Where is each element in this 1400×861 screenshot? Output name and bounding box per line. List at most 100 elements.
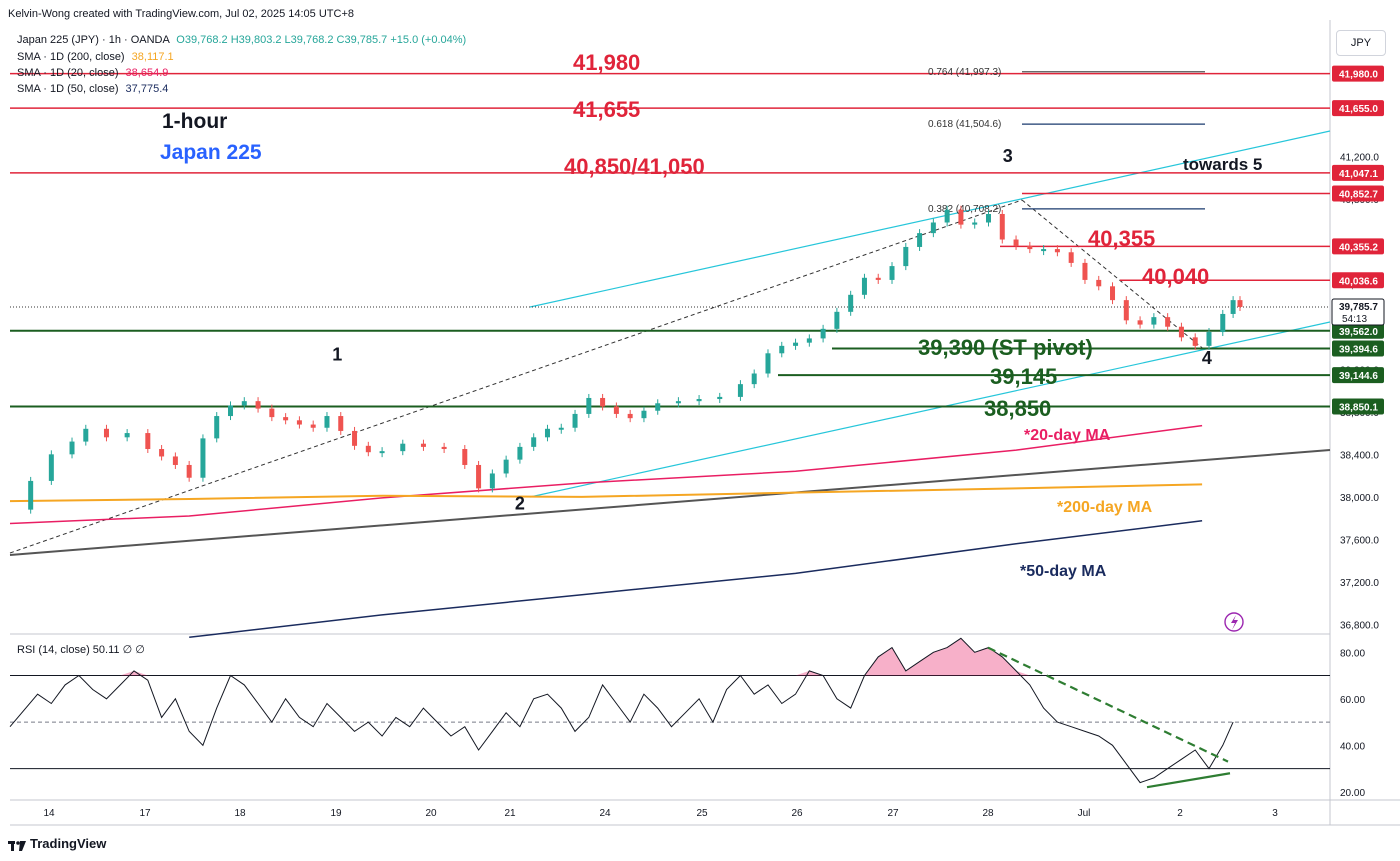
level-axis-box [1332,238,1384,255]
time-axis-tick-label: 25 [696,808,708,819]
candle-body [531,437,537,447]
last-price-box [1331,298,1385,326]
candle-body [489,473,495,489]
candle-body [1230,300,1236,314]
candle-body [572,413,578,428]
price-axis-tick-label: 38,000.0 [1340,493,1379,504]
candle-body [875,277,881,280]
fib-level-label: 0.382 (40,708.2) [928,204,1001,215]
price-axis-tick-label: 36,800.0 [1340,620,1379,631]
level-axis-text: 39,144.6 [1339,371,1378,382]
candle-body [517,446,523,460]
candle-body [1041,249,1047,252]
wave-connector-dashed [1021,199,1207,352]
time-axis-tick-label: 18 [234,808,246,819]
upper-channel-line [529,130,1331,308]
wave-label: 1 [332,345,342,365]
time-axis-tick-label: 27 [887,808,899,819]
candle-body [476,464,482,489]
ma-line-200-day-ma [9,483,1203,503]
candle-body [1137,320,1143,325]
tradingview-brand[interactable]: TradingView [8,836,106,851]
annotation-ma20: *20-day MA [1024,427,1111,444]
lower-channel-line [529,321,1331,498]
brand-label: TradingView [30,836,107,851]
candle-body [420,443,426,447]
candle-body [296,420,302,425]
level-axis-text: 41,980.0 [1339,70,1378,81]
fib-level-label: 0.764 (41,997.3) [928,67,1001,78]
price-axis-level-label: 39,144.6 [1332,367,1384,384]
lightning-icon-ring [1224,612,1244,632]
candle-body [1192,337,1198,346]
candle-body [917,233,923,247]
candle-body [1123,300,1129,321]
rsi-bullish-divergence-line [1146,772,1231,789]
level-axis-box [1332,100,1384,117]
candle-body [1151,317,1157,325]
fib-level-label: 0.618 (41,504.6) [928,119,1001,130]
candle-body [200,438,206,478]
indicator-label: SMA · 1D (50, close) [17,83,119,95]
candle-body [1027,245,1033,250]
price-axis-level-label: 40,852.7 [1332,185,1384,202]
price-axis-level-label: 41,980.0 [1332,65,1384,82]
candle-body [889,266,895,280]
time-axis-tick-label: 17 [139,808,151,819]
rsi-overbought-fill [10,638,1234,676]
symbol-legend: Japan 225 (JPY) · 1h · OANDA O39,768.2 H… [17,34,466,46]
level-axis-text: 40,036.6 [1339,276,1378,287]
level-axis-box [1332,322,1384,339]
candle-body [972,222,978,225]
candle-body [641,410,647,419]
candle-body [1237,300,1243,307]
level-label: 40,850/41,050 [564,154,705,179]
level-label: 39,145 [990,364,1057,389]
rsi-legend: RSI (14, close) 50.11 ∅ ∅ [17,644,145,656]
level-label: 40,355 [1088,226,1155,251]
chart-title-timeframe: 1-hour [162,110,227,133]
currency-button[interactable]: JPY [1336,30,1386,56]
wave-label: 3 [1003,146,1013,166]
candle-body [655,403,661,411]
candle-body [255,401,261,409]
price-axis-level-label: 41,655.0 [1332,100,1384,117]
candle-body [365,445,371,453]
annotation-towards-5: towards 5 [1183,155,1262,174]
candle-body [1206,332,1212,346]
price-axis-tick-label: 41,200.0 [1340,153,1379,164]
indicator-label: SMA · 1D (20, close) [17,67,119,79]
candle-body [765,353,771,374]
candle-body [69,441,75,455]
rsi-axis-tick-label: 60.00 [1340,695,1365,706]
candle-body [1178,326,1184,338]
candle-body [958,209,964,225]
level-axis-text: 40,355.2 [1339,242,1378,253]
candle-body [145,433,151,450]
level-label: 41,655 [573,97,640,122]
price-axis-tick-label: 38,400.0 [1340,450,1379,461]
time-axis-tick-label: 3 [1272,808,1278,819]
time-axis-tick-label: 24 [599,808,611,819]
lightning-icon [1224,612,1244,632]
time-axis-tick-label: 28 [982,808,994,819]
level-axis-box [1332,164,1384,181]
lightning-icon-bolt [1231,615,1238,630]
candle-body [186,464,192,478]
candle-body [1013,239,1019,246]
time-axis-tick-label: 14 [43,808,55,819]
price-axis-level-label: 39,394.6 [1332,340,1384,357]
time-axis-tick-label: 19 [330,808,342,819]
level-axis-box [1332,367,1384,384]
candle-body [751,373,757,385]
candle-body [675,401,681,404]
price-axis-level-label: 40,036.6 [1332,272,1384,289]
candle-body [903,246,909,267]
candle-body [441,446,447,450]
candle-body [834,311,840,329]
level-label: 39,390 (ST pivot) [918,335,1093,360]
candle-body [806,338,812,343]
candle-body [793,342,799,346]
